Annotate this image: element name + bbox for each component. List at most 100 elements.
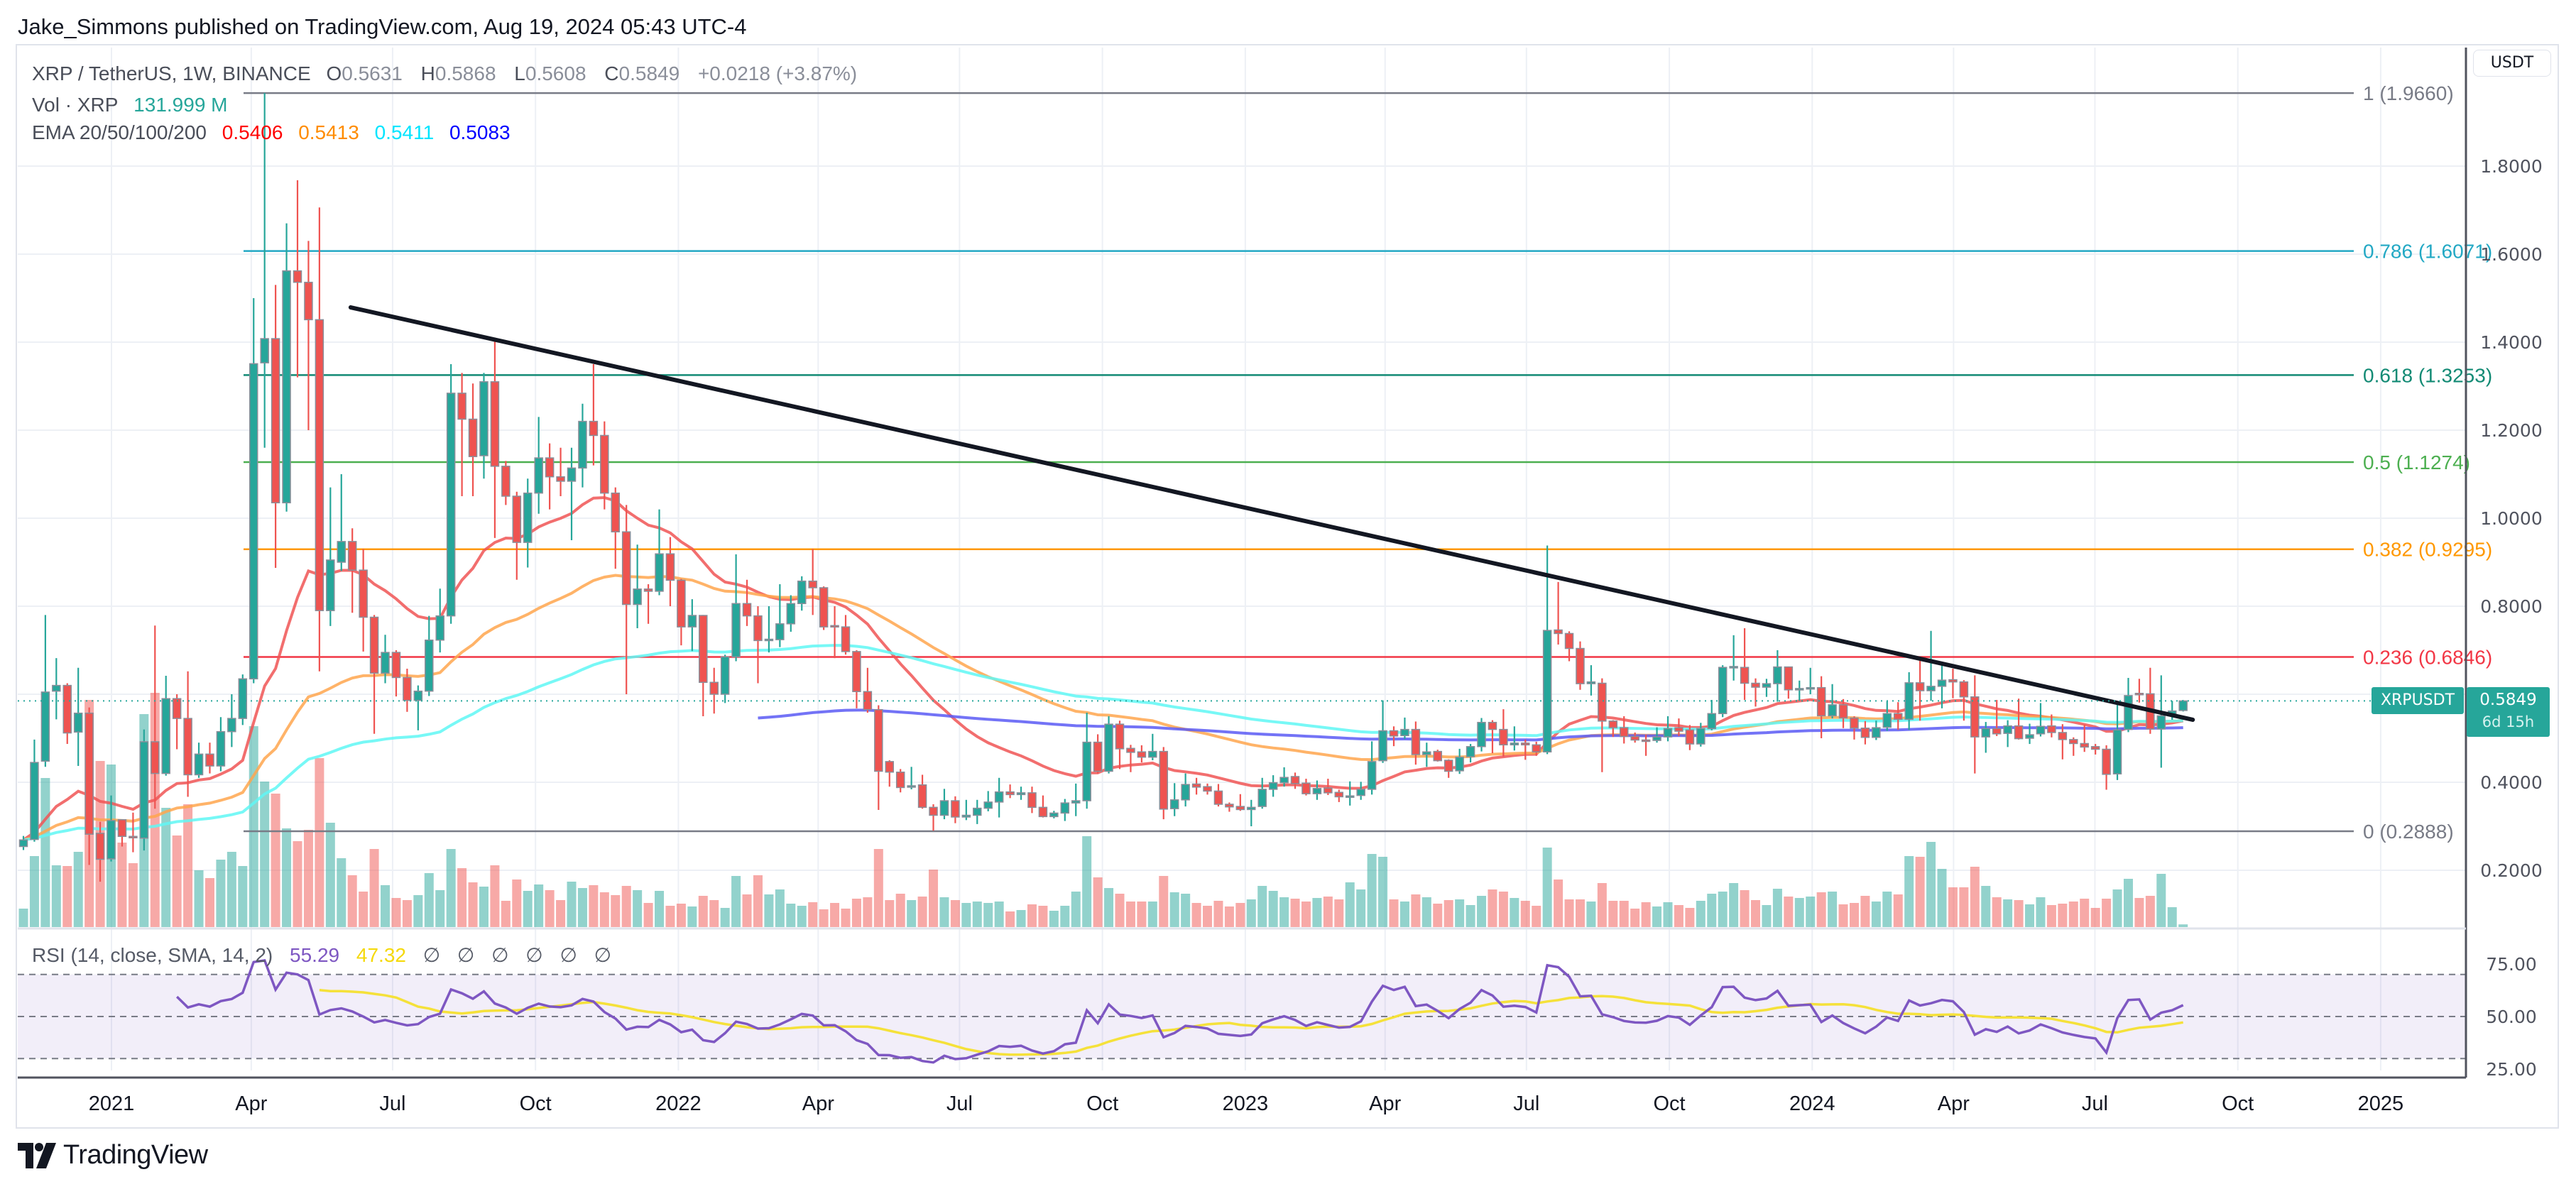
volume-legend[interactable]: Vol · XRP 131.999 M	[32, 94, 238, 116]
candle-body	[95, 833, 105, 860]
candle	[457, 373, 466, 496]
time-axis-tick: Jul	[379, 1092, 405, 1115]
candle	[391, 650, 401, 697]
trendline-group[interactable]	[348, 305, 2195, 722]
candle-body	[381, 652, 390, 674]
candle-body	[1301, 782, 1311, 794]
volume-bar	[1685, 908, 1695, 927]
candle	[1257, 777, 1267, 809]
trendline[interactable]	[348, 305, 2195, 722]
candle	[304, 241, 313, 430]
symbol-title[interactable]: XRP / TetherUS, 1W, BINANCE	[32, 62, 311, 84]
rsi-line	[175, 959, 2184, 1064]
candle-body	[183, 718, 192, 776]
candle	[161, 675, 170, 776]
candle	[1729, 635, 1738, 681]
candle	[973, 799, 982, 824]
candle	[435, 588, 444, 653]
volume-bar	[161, 808, 171, 927]
candle-body	[1729, 666, 1738, 669]
candle	[282, 223, 291, 512]
volume-bar	[1904, 856, 1914, 927]
volume-bar	[216, 860, 226, 927]
rsi-legend[interactable]: RSI (14, close, SMA, 14, 2) 55.29 47.32 …	[32, 943, 623, 967]
candle	[227, 694, 236, 747]
candle-body	[600, 434, 609, 494]
candle-body	[1071, 800, 1081, 804]
volume-bar	[1323, 897, 1333, 927]
candle	[1992, 700, 2002, 736]
currency-button[interactable]: USDT	[2473, 50, 2551, 77]
time-axis-tick: Jul	[1513, 1092, 1539, 1115]
candle	[1060, 799, 1070, 821]
candle-body	[1367, 761, 1377, 790]
candle	[1191, 777, 1201, 795]
candle	[1115, 720, 1125, 769]
candle-body	[1630, 735, 1639, 741]
candle	[994, 777, 1004, 818]
ema-label[interactable]: EMA 20/50/100/200	[32, 121, 207, 143]
candle-body	[1663, 728, 1673, 738]
volume-bar	[2036, 897, 2046, 927]
candle-body	[545, 457, 555, 478]
candle-body	[84, 712, 94, 835]
candle-body	[534, 457, 543, 494]
volume-bar	[1718, 892, 1728, 927]
candle-body	[227, 718, 236, 733]
volume-bar	[1246, 899, 1256, 927]
candle	[1455, 748, 1464, 774]
fibonacci-retracement[interactable]: 1 (1.9660) 0.786 (1.6071) 0.618 (1.3253) 0.…	[244, 82, 2492, 843]
candle	[720, 654, 730, 703]
volume-bar	[523, 891, 533, 927]
candle-body	[512, 495, 522, 543]
candle-body	[1882, 713, 1892, 728]
candle	[1630, 732, 1639, 743]
price-axis-tick: 1.6000	[2480, 244, 2542, 265]
rsi-label[interactable]: RSI (14, close, SMA, 14, 2)	[32, 944, 273, 966]
symbol-legend[interactable]: XRP / TetherUS, 1W, BINANCE O0.5631 H0.5…	[32, 62, 870, 85]
candle	[983, 791, 993, 811]
candle	[863, 667, 873, 713]
candle-body	[1838, 704, 1848, 719]
candle	[1279, 767, 1289, 787]
candle	[40, 615, 50, 767]
volume-label[interactable]: Vol · XRP	[32, 94, 119, 116]
candle-body	[1948, 679, 1958, 683]
candle	[523, 478, 533, 568]
candle	[1904, 672, 1914, 730]
candle	[655, 509, 664, 596]
volume-bar	[819, 909, 829, 927]
candle	[917, 774, 927, 809]
candle	[446, 364, 456, 624]
ema-legend[interactable]: EMA 20/50/100/200 0.5406 0.5413 0.5411 0…	[32, 121, 520, 144]
volume-bar	[1575, 899, 1585, 927]
ema200-line	[758, 708, 2183, 742]
candle	[413, 685, 423, 730]
volume-bar	[381, 885, 391, 927]
candle	[2112, 704, 2122, 780]
candle	[512, 491, 522, 580]
candle	[249, 298, 258, 684]
candle	[907, 767, 916, 789]
volume-bar	[1060, 906, 1070, 927]
candle-body	[1784, 666, 1794, 691]
tradingview-logo[interactable]: TradingView	[18, 1140, 208, 1171]
volume-bar	[731, 876, 741, 927]
candle-body	[1378, 730, 1387, 762]
volume-bar	[742, 894, 752, 927]
candle-body	[709, 681, 719, 695]
volume-bar	[1005, 911, 1015, 927]
volume-bar	[2068, 902, 2078, 927]
bar-countdown: 6d 15h	[2482, 713, 2535, 730]
volume-value: 131.999 M	[133, 94, 228, 116]
volume-bar	[1630, 909, 1640, 927]
volume-bar	[73, 852, 83, 927]
rsi-empty-value: ∅	[560, 944, 577, 966]
time-axis-tick: 2023	[1223, 1092, 1269, 1115]
candle-body	[194, 753, 204, 776]
candle	[753, 606, 763, 684]
candle-body	[282, 270, 291, 504]
candle-body	[917, 784, 927, 809]
ema200-value: 0.5083	[449, 121, 511, 143]
